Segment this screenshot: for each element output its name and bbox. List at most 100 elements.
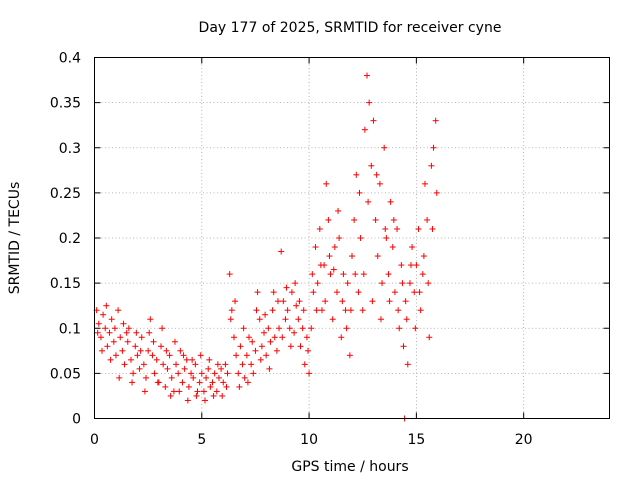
data-point	[416, 289, 423, 296]
data-point	[292, 280, 299, 287]
data-point	[342, 307, 349, 314]
x-axis-label: GPS time / hours	[291, 459, 408, 475]
y-tick-label: 0.25	[50, 186, 81, 202]
data-point	[121, 361, 128, 368]
data-point	[391, 289, 398, 296]
data-point	[205, 365, 212, 372]
data-point	[433, 189, 440, 196]
data-point	[202, 397, 209, 404]
chart-title: Day 177 of 2025, SRMTID for receiver cyn…	[199, 20, 502, 36]
data-point	[222, 361, 229, 368]
data-point	[382, 225, 389, 232]
data-point	[297, 343, 304, 350]
data-point	[159, 325, 166, 332]
data-point	[327, 271, 334, 278]
data-point	[257, 356, 264, 363]
y-tick-label: 0.15	[50, 276, 81, 292]
data-point	[420, 253, 427, 260]
data-point	[235, 370, 242, 377]
x-tick-label: 10	[300, 432, 318, 448]
data-point	[108, 316, 115, 323]
data-point	[370, 117, 377, 124]
data-point	[130, 370, 137, 377]
data-point	[193, 392, 200, 399]
data-point	[223, 383, 230, 390]
data-point	[395, 307, 402, 314]
data-point	[141, 388, 148, 395]
data-point	[417, 307, 424, 314]
data-point	[361, 126, 368, 133]
data-point	[129, 379, 136, 386]
data-point	[125, 325, 132, 332]
data-point	[299, 325, 306, 332]
data-point	[386, 298, 393, 305]
data-point	[211, 370, 218, 377]
data-point	[426, 334, 433, 341]
data-point	[317, 262, 324, 269]
data-point	[429, 225, 436, 232]
data-point	[140, 361, 147, 368]
data-point	[284, 307, 291, 314]
data-point	[196, 379, 203, 386]
x-tick-label: 5	[197, 432, 206, 448]
data-point	[180, 352, 187, 359]
data-point	[316, 225, 323, 232]
data-point	[343, 325, 350, 332]
data-point	[368, 162, 375, 169]
data-point	[107, 356, 114, 363]
data-point	[97, 334, 104, 341]
data-point	[243, 352, 250, 359]
data-point	[116, 374, 123, 381]
data-point	[239, 361, 246, 368]
data-point	[151, 370, 158, 377]
data-point	[112, 352, 119, 359]
data-point	[360, 271, 367, 278]
data-point	[408, 262, 415, 269]
data-point	[99, 347, 106, 354]
data-point	[390, 216, 397, 223]
data-point	[198, 370, 205, 377]
data-point	[357, 235, 364, 241]
data-point	[400, 343, 407, 350]
data-point	[190, 374, 197, 381]
data-point	[330, 266, 337, 273]
data-point	[313, 307, 320, 314]
data-point	[383, 235, 390, 241]
data-point	[291, 329, 298, 336]
data-point	[300, 307, 307, 314]
data-point	[249, 338, 256, 345]
data-point	[192, 361, 199, 368]
data-point	[385, 271, 392, 278]
data-point	[266, 365, 273, 372]
data-point	[171, 338, 178, 345]
data-point	[162, 383, 169, 390]
data-point	[226, 271, 233, 278]
data-point	[120, 320, 127, 327]
data-point	[394, 225, 401, 232]
data-point	[246, 334, 252, 341]
data-point	[329, 316, 336, 323]
data-point	[312, 244, 319, 251]
data-point	[366, 99, 373, 106]
data-point	[346, 352, 353, 359]
data-point	[296, 298, 303, 305]
data-point	[430, 144, 437, 151]
data-point	[278, 248, 285, 255]
data-point	[154, 379, 161, 386]
data-point	[219, 392, 226, 399]
data-point	[364, 72, 371, 79]
y-tick-label: 0.4	[59, 51, 81, 67]
data-point	[424, 216, 431, 223]
data-point	[241, 374, 248, 381]
data-point	[123, 329, 130, 336]
data-point	[227, 316, 234, 323]
data-point	[373, 171, 380, 178]
data-point	[349, 253, 355, 260]
data-point	[138, 334, 145, 341]
data-point	[411, 289, 418, 296]
data-point	[310, 289, 317, 296]
x-tick-label: 20	[515, 432, 533, 448]
data-point	[248, 361, 255, 368]
data-point	[150, 338, 157, 345]
data-point	[288, 289, 295, 296]
